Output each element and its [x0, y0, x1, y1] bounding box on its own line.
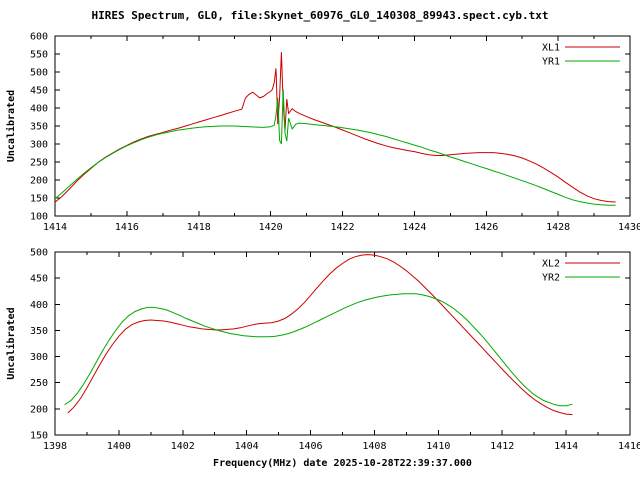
series-XL2 — [67, 254, 573, 416]
x-tick-label: 1414 — [554, 441, 578, 452]
x-tick-label: 1416 — [618, 441, 640, 452]
series-YR2 — [64, 293, 573, 407]
y-tick-label: 300 — [30, 352, 48, 363]
x-tick-label: 1398 — [43, 441, 67, 452]
x-tick-label: 1404 — [235, 441, 259, 452]
y-tick-label: 600 — [30, 32, 48, 43]
x-tick-label: 1428 — [546, 222, 570, 233]
y-tick-label: 300 — [30, 140, 48, 151]
y-tick-label: 100 — [30, 212, 48, 223]
plot-title: HIRES Spectrum, GL0, file:Skynet_60976_G… — [91, 8, 549, 22]
y-tick-label: 450 — [30, 86, 48, 97]
y-tick-label: 550 — [30, 50, 48, 61]
y-axis-label: Uncalibrated — [5, 307, 17, 379]
x-tick-label: 1418 — [187, 222, 211, 233]
x-tick-label: 1420 — [259, 222, 283, 233]
y-tick-label: 150 — [30, 431, 48, 442]
series-XL1 — [54, 52, 616, 203]
x-tick-label: 1400 — [107, 441, 131, 452]
x-tick-label: 1426 — [474, 222, 498, 233]
legend-label-YR2: YR2 — [542, 273, 560, 284]
x-tick-label: 1408 — [362, 441, 386, 452]
y-tick-label: 150 — [30, 194, 48, 205]
series-YR1 — [54, 89, 616, 206]
y-tick-label: 250 — [30, 158, 48, 169]
legend-label-XL2: XL2 — [542, 259, 560, 270]
top-chart: 1414 1416 1418 1420 1422 1424 1426 1428 1430 100 1… — [5, 32, 640, 234]
y-tick-label: 350 — [30, 326, 48, 337]
legend-label-XL1: XL1 — [542, 43, 560, 54]
y-tick-label: 450 — [30, 274, 48, 285]
x-tick-label: 1416 — [115, 222, 139, 233]
y-tick-label: 250 — [30, 378, 48, 389]
y-tick-label: 400 — [30, 104, 48, 115]
x-tick-label: 1422 — [330, 222, 354, 233]
x-tick-label: 1402 — [171, 441, 195, 452]
x-tick-label: 1412 — [490, 441, 514, 452]
y-tick-label: 500 — [30, 68, 48, 79]
y-tick-label: 200 — [30, 404, 48, 415]
bottom-chart: 1398 1400 1402 1404 1406 1408 1410 1412 1414 1416… — [5, 248, 640, 470]
x-tick-label: 1410 — [426, 441, 450, 452]
y-tick-label: 200 — [30, 176, 48, 187]
legend-label-YR1: YR1 — [542, 57, 560, 68]
x-tick-label: 1414 — [43, 222, 67, 233]
x-axis-label: Frequency(MHz) date 2025-10-28T22:39:37.… — [213, 458, 472, 469]
y-tick-label: 400 — [30, 300, 48, 311]
y-tick-label: 500 — [30, 248, 48, 259]
y-axis-label: Uncalibrated — [5, 90, 17, 162]
x-tick-label: 1430 — [618, 222, 640, 233]
x-tick-label: 1406 — [299, 441, 323, 452]
y-tick-label: 350 — [30, 122, 48, 133]
x-tick-label: 1424 — [402, 222, 426, 233]
